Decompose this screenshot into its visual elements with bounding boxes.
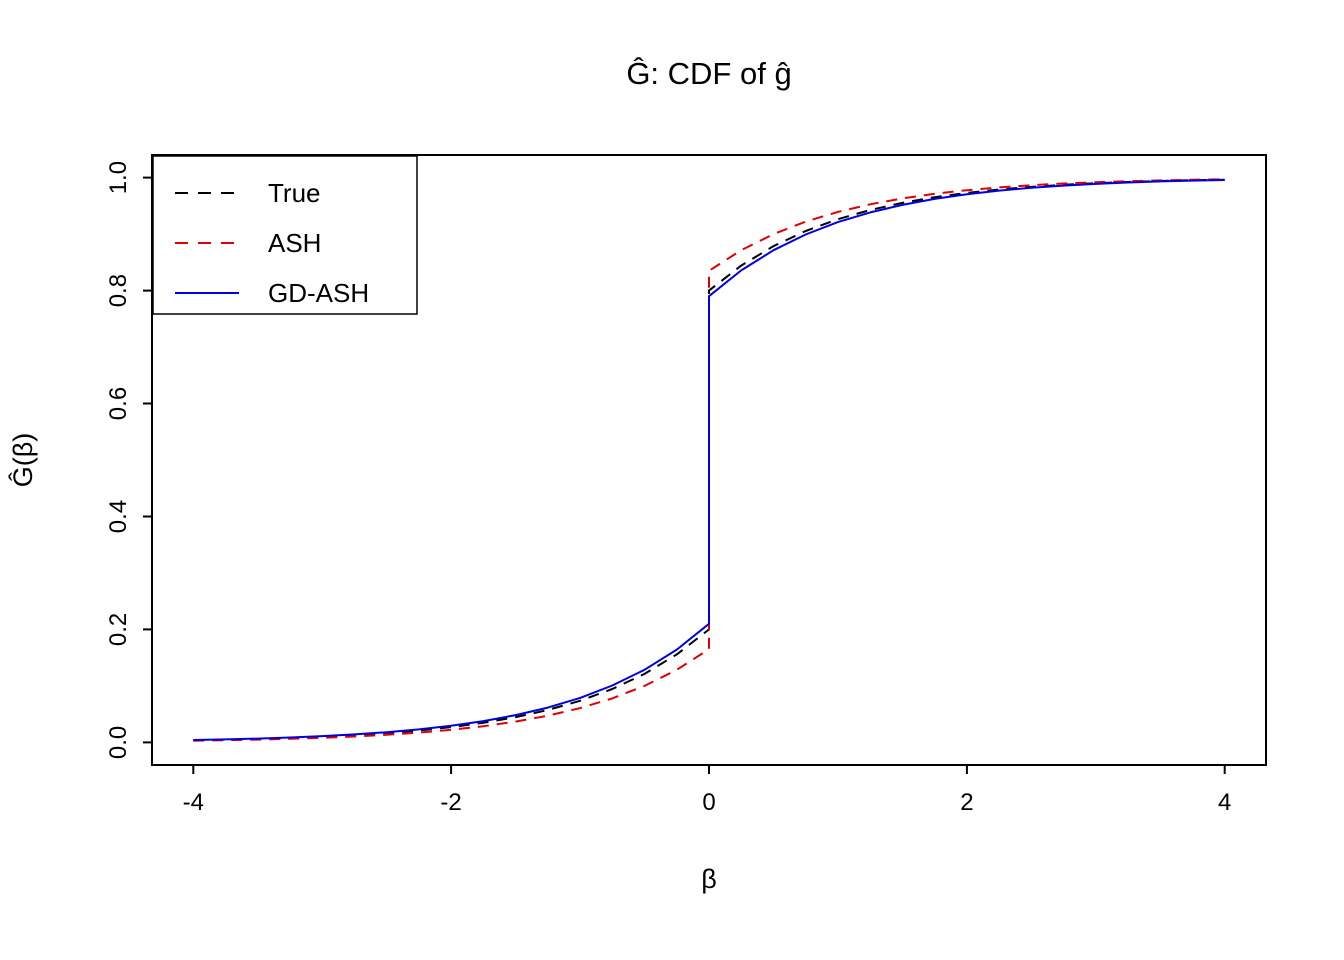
- y-tick-label: 0.0: [105, 726, 132, 759]
- series-line-ash: [193, 178, 1225, 742]
- x-tick-label: 2: [960, 789, 973, 816]
- x-axis-label: β: [701, 864, 717, 894]
- legend-label: GD-ASH: [268, 278, 369, 308]
- y-tick-label: 0.6: [105, 387, 132, 420]
- y-tick-label: 0.2: [105, 613, 132, 646]
- x-tick-label: 4: [1218, 789, 1231, 816]
- plot-title: Ĝ: CDF of ĝ: [626, 56, 791, 91]
- x-tick-label: -2: [440, 789, 461, 816]
- y-tick-label: 0.4: [105, 500, 132, 533]
- plot-area: -4 -2 0 2 4 0.0 0.2 0.4 0.6 0.8 1.0 True ASH GD-ASH: [105, 154, 1267, 816]
- x-tick-label: -4: [183, 789, 204, 816]
- legend-box: [152, 155, 418, 315]
- legend-label: ASH: [268, 228, 321, 258]
- series-line-gd-ash: [193, 179, 1225, 741]
- y-axis-label: Ĝ(β): [7, 433, 38, 488]
- legend-label: True: [268, 178, 321, 208]
- x-tick-label: 0: [702, 789, 715, 816]
- y-tick-label: 0.8: [105, 274, 132, 307]
- y-tick-label: 1.0: [105, 161, 132, 194]
